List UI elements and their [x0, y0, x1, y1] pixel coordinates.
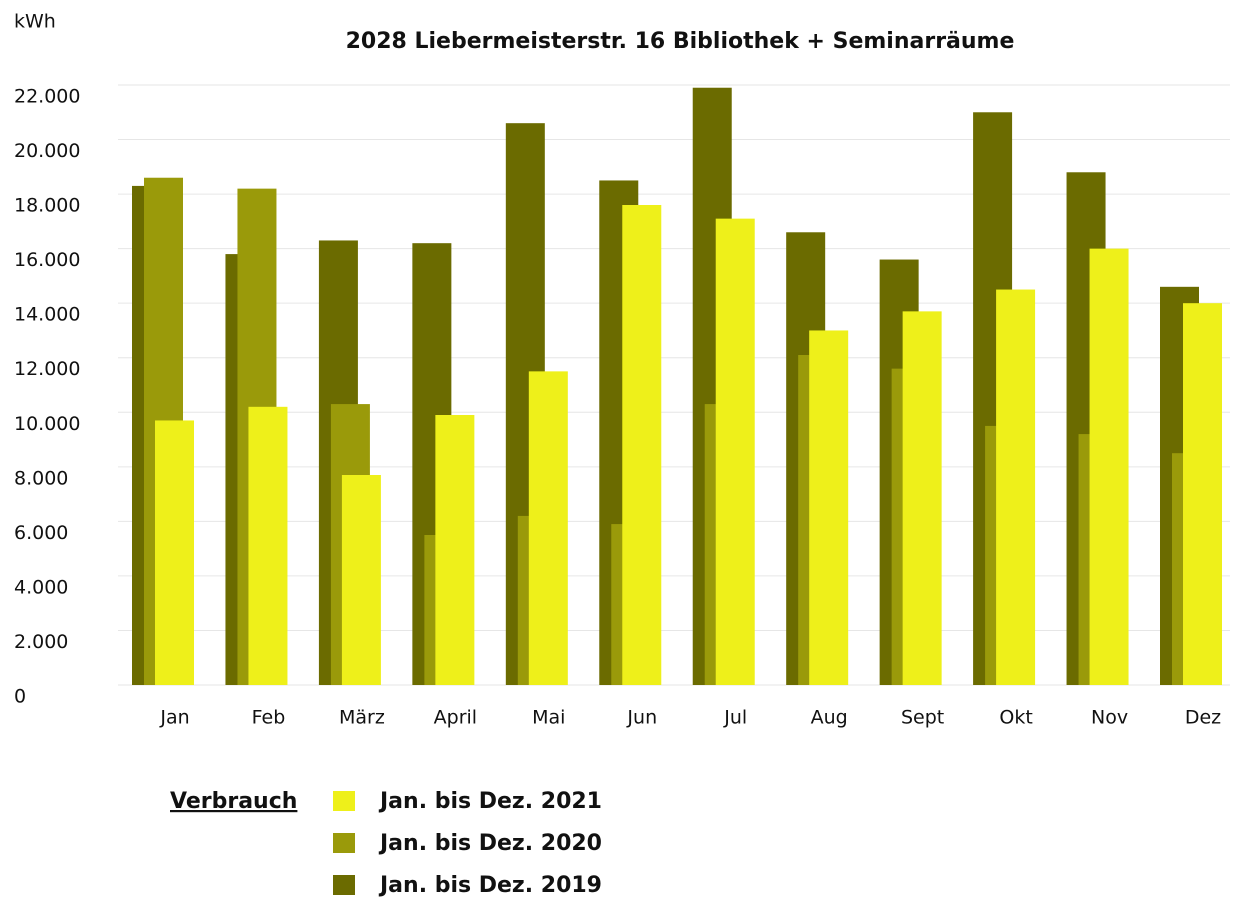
y-tick-label: 8.000: [14, 467, 68, 489]
legend-title: Verbrauch: [170, 789, 297, 814]
bar: [902, 311, 942, 685]
y-tick-label: 0: [14, 686, 26, 708]
bar: [1089, 248, 1129, 686]
chart-title: 2028 Liebermeisterstr. 16 Bibliothek + S…: [346, 29, 1015, 54]
bar: [996, 289, 1036, 685]
x-tick-label: Okt: [999, 707, 1032, 729]
x-tick-label: Jan: [159, 707, 189, 729]
y-tick-label: 14.000: [14, 304, 80, 326]
x-tick-label: Dez: [1185, 707, 1221, 729]
x-tick-label: Nov: [1091, 707, 1128, 729]
bar: [1183, 303, 1222, 685]
y-tick-label: 2.000: [14, 631, 68, 653]
bar: [155, 420, 194, 685]
y-tick-label: 12.000: [14, 358, 80, 380]
y-tick-label: 22.000: [14, 86, 80, 108]
y-tick-label: 18.000: [14, 195, 80, 217]
x-tick-label: Sept: [901, 707, 944, 729]
x-tick-label: April: [434, 707, 477, 729]
x-tick-label: Feb: [252, 707, 286, 729]
legend-swatch: [333, 875, 355, 895]
bar: [715, 218, 755, 686]
bar: [248, 406, 288, 685]
x-tick-label: März: [339, 707, 385, 729]
y-tick-label: 4.000: [14, 576, 68, 598]
y-tick-label: 16.000: [14, 249, 80, 271]
x-tick-label: Mai: [532, 707, 565, 729]
bar: [622, 205, 662, 685]
y-tick-label: 20.000: [14, 140, 80, 162]
legend-label: Jan. bis Dez. 2021: [378, 789, 602, 814]
legend-label: Jan. bis Dez. 2020: [378, 831, 602, 856]
bar: [809, 330, 849, 685]
y-tick-label: 6.000: [14, 522, 68, 544]
bar: [528, 371, 568, 685]
x-tick-label: Jul: [723, 707, 747, 729]
legend-swatch: [333, 791, 355, 811]
x-tick-label: Aug: [811, 707, 848, 729]
y-tick-label: 10.000: [14, 413, 80, 435]
y-axis-label: kWh: [14, 11, 56, 33]
bar: [341, 475, 381, 685]
bar: [435, 415, 475, 685]
legend-swatch: [333, 833, 355, 853]
legend-label: Jan. bis Dez. 2019: [378, 873, 602, 898]
x-tick-label: Jun: [626, 707, 657, 729]
